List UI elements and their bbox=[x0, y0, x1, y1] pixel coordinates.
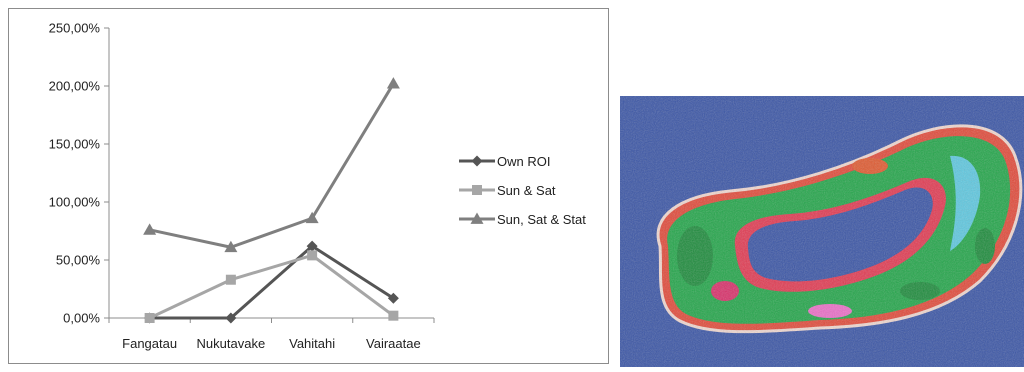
x-tick-label: Nukutavake bbox=[197, 336, 266, 351]
data-point bbox=[386, 77, 400, 89]
legend-entry: Sun & Sat bbox=[459, 183, 556, 198]
legend-label: Sun, Sat & Stat bbox=[497, 212, 586, 227]
legend-marker bbox=[471, 155, 483, 167]
atoll-classification-map bbox=[620, 96, 1024, 367]
series-sun-sat bbox=[144, 250, 399, 323]
legend-marker bbox=[472, 185, 482, 195]
chart-legend: Own ROI Sun & Sat Sun, Sat & Stat bbox=[459, 154, 586, 227]
data-point bbox=[387, 292, 399, 304]
y-axis-ticks: 0,00% 50,00% 100,00% 150,00% 200,00% 250,00% bbox=[49, 21, 109, 326]
data-point bbox=[307, 250, 318, 261]
x-axis-ticks: Fangatau Nukutavake Vahitahi Vairaatae bbox=[108, 318, 435, 351]
data-point bbox=[224, 240, 238, 253]
series-own-roi bbox=[144, 240, 399, 324]
line-chart: 0,00% 50,00% 100,00% 150,00% 200,00% 250,00% … bbox=[8, 8, 609, 364]
data-point bbox=[225, 274, 236, 285]
y-tick-label: 100,00% bbox=[49, 195, 101, 210]
data-point bbox=[144, 313, 155, 323]
data-point bbox=[388, 310, 399, 321]
chart-svg: 0,00%50,00%100,00%150,00%200,00%250,00% … bbox=[49, 21, 587, 352]
y-tick-label: 0,00% bbox=[63, 311, 100, 326]
chart-axes bbox=[108, 28, 434, 319]
data-point bbox=[306, 240, 318, 252]
data-point bbox=[143, 223, 157, 235]
x-tick-label: Fangatau bbox=[122, 336, 177, 351]
data-point bbox=[225, 312, 237, 324]
y-tick-label: 50,00% bbox=[56, 253, 101, 268]
series-line bbox=[149, 244, 395, 320]
y-tick-label: 250,00% bbox=[49, 21, 101, 36]
legend-marker bbox=[470, 212, 484, 224]
series-layer bbox=[143, 77, 400, 324]
y-tick-label: 150,00% bbox=[49, 137, 101, 152]
legend-label: Sun & Sat bbox=[497, 183, 556, 198]
legend-entry: Own ROI bbox=[459, 154, 550, 169]
series-line bbox=[149, 82, 395, 249]
x-tick-label: Vairaatae bbox=[366, 336, 421, 351]
x-tick-label: Vahitahi bbox=[289, 336, 335, 351]
series-line bbox=[148, 253, 395, 320]
data-point bbox=[305, 211, 319, 224]
series-sun-sat-stat bbox=[143, 77, 400, 253]
legend-entry: Sun, Sat & Stat bbox=[459, 212, 586, 227]
atoll-satellite-image bbox=[620, 96, 1024, 367]
legend-label: Own ROI bbox=[497, 154, 550, 169]
y-tick-label: 200,00% bbox=[49, 79, 101, 94]
